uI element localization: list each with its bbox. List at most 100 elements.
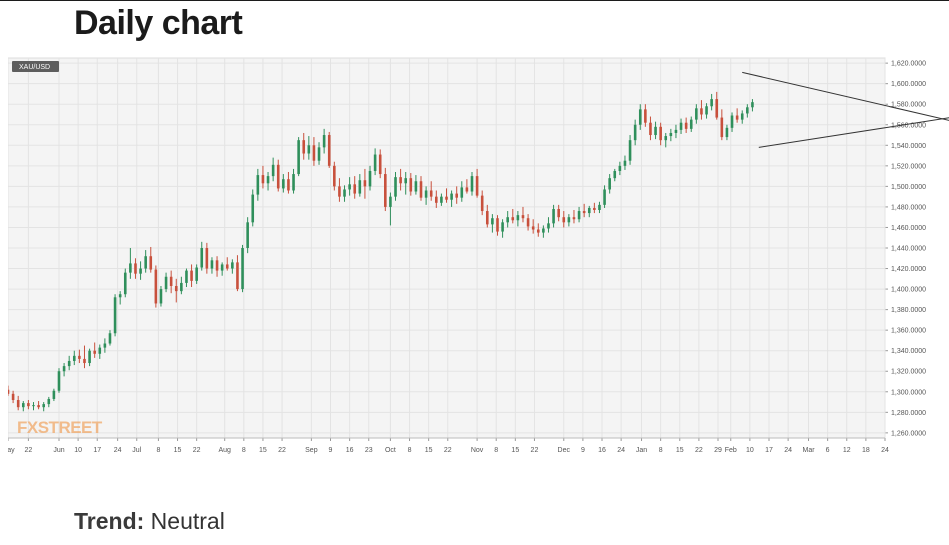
candle-body (389, 196, 392, 207)
candle-body (236, 262, 239, 290)
daily-candlestick-chart[interactable]: 1,620.0000 1,600.0000 1,580.0000 1,560.0000… (8, 55, 949, 460)
candle-body (292, 174, 295, 191)
candle-body (567, 217, 571, 223)
candle (511, 208, 515, 224)
symbol-badge (12, 61, 59, 72)
candle (200, 241, 204, 271)
candle-body (78, 355, 81, 359)
candle-body (552, 208, 555, 224)
x-tick-label: 24 (784, 447, 792, 454)
candle-body (200, 248, 204, 268)
candle-body (297, 140, 300, 175)
x-tick-label: 22 (531, 447, 539, 454)
candle-body (185, 270, 188, 283)
candle-body (246, 222, 249, 248)
candle (88, 348, 91, 367)
candle-body (730, 115, 734, 128)
candle-body (83, 358, 86, 364)
y-tick-label: 1,580.0000 (891, 102, 926, 109)
candle (424, 186, 428, 205)
y-tick-label: 1,600.0000 (891, 81, 926, 88)
candle (154, 265, 158, 308)
candle-body (700, 108, 703, 115)
candle-body (144, 256, 147, 269)
candle (108, 330, 112, 346)
candle (552, 204, 555, 228)
candle-body (506, 217, 509, 223)
candle-body (649, 122, 652, 136)
candle-body (113, 297, 117, 334)
candle-body (16, 400, 20, 408)
candle-body (307, 145, 311, 154)
candle-body (695, 108, 698, 120)
trend-statement: Trend: Neutral (74, 508, 225, 535)
candle-body (562, 217, 566, 223)
candle (42, 402, 45, 412)
candle-body (282, 179, 285, 189)
candle-body (8, 389, 10, 394)
candle-body (445, 196, 448, 200)
y-tick-label: 1,460.0000 (891, 225, 926, 232)
candle (282, 174, 285, 193)
candle-body (603, 189, 606, 205)
candle (276, 159, 280, 192)
candle (496, 215, 499, 236)
x-tick-label: 29 (714, 447, 722, 454)
candle (37, 401, 40, 410)
candle-body (572, 217, 576, 220)
candle (353, 176, 357, 199)
candle (669, 128, 673, 142)
candle (180, 276, 183, 295)
candle-body (251, 194, 255, 223)
y-tick-label: 1,540.0000 (891, 143, 926, 150)
candle (547, 217, 550, 233)
candle (740, 110, 744, 124)
y-tick-label: 1,380.0000 (891, 307, 926, 314)
candle-body (256, 175, 260, 195)
candle (628, 135, 632, 165)
candle (292, 168, 295, 194)
candle (27, 400, 30, 410)
candle-body (689, 119, 693, 129)
candle-body (210, 260, 214, 269)
candle (414, 175, 418, 195)
x-tick-label: Sep (305, 447, 318, 454)
candle-body (47, 398, 51, 405)
candle (725, 124, 729, 141)
candle (358, 174, 362, 197)
candle (256, 168, 260, 201)
candle-body (134, 263, 137, 274)
y-tick-label: 1,620.0000 (891, 61, 926, 68)
x-tick-label: 9 (581, 447, 585, 454)
candle (649, 116, 652, 141)
upper-trendline (742, 71, 949, 121)
candle-body (220, 264, 224, 271)
y-tick-label: 1,400.0000 (891, 287, 926, 294)
candle (231, 259, 234, 274)
y-tick-label: 1,300.0000 (891, 389, 926, 396)
x-tick-label: 8 (242, 447, 246, 454)
candle (220, 262, 224, 276)
candle-body (740, 113, 744, 120)
candle-body (174, 286, 178, 292)
x-tick-label: 24 (881, 447, 889, 454)
candle (429, 181, 433, 201)
candle-body (429, 190, 433, 197)
x-tick-label: Feb (725, 447, 737, 454)
candle (241, 244, 244, 293)
candle-body (491, 218, 494, 225)
candle (8, 385, 10, 396)
candle-body (414, 181, 418, 192)
candle (317, 142, 321, 165)
candle-body (613, 170, 617, 179)
candle-body (608, 178, 611, 190)
candle-body (720, 117, 724, 138)
candle (695, 104, 698, 124)
y-tick-label: 1,320.0000 (891, 369, 926, 376)
y-tick-label: 1,340.0000 (891, 348, 926, 355)
x-tick-label: 17 (765, 447, 773, 454)
candle (159, 286, 163, 307)
candle (83, 345, 86, 369)
candle (52, 388, 56, 402)
candle-body (32, 405, 35, 407)
